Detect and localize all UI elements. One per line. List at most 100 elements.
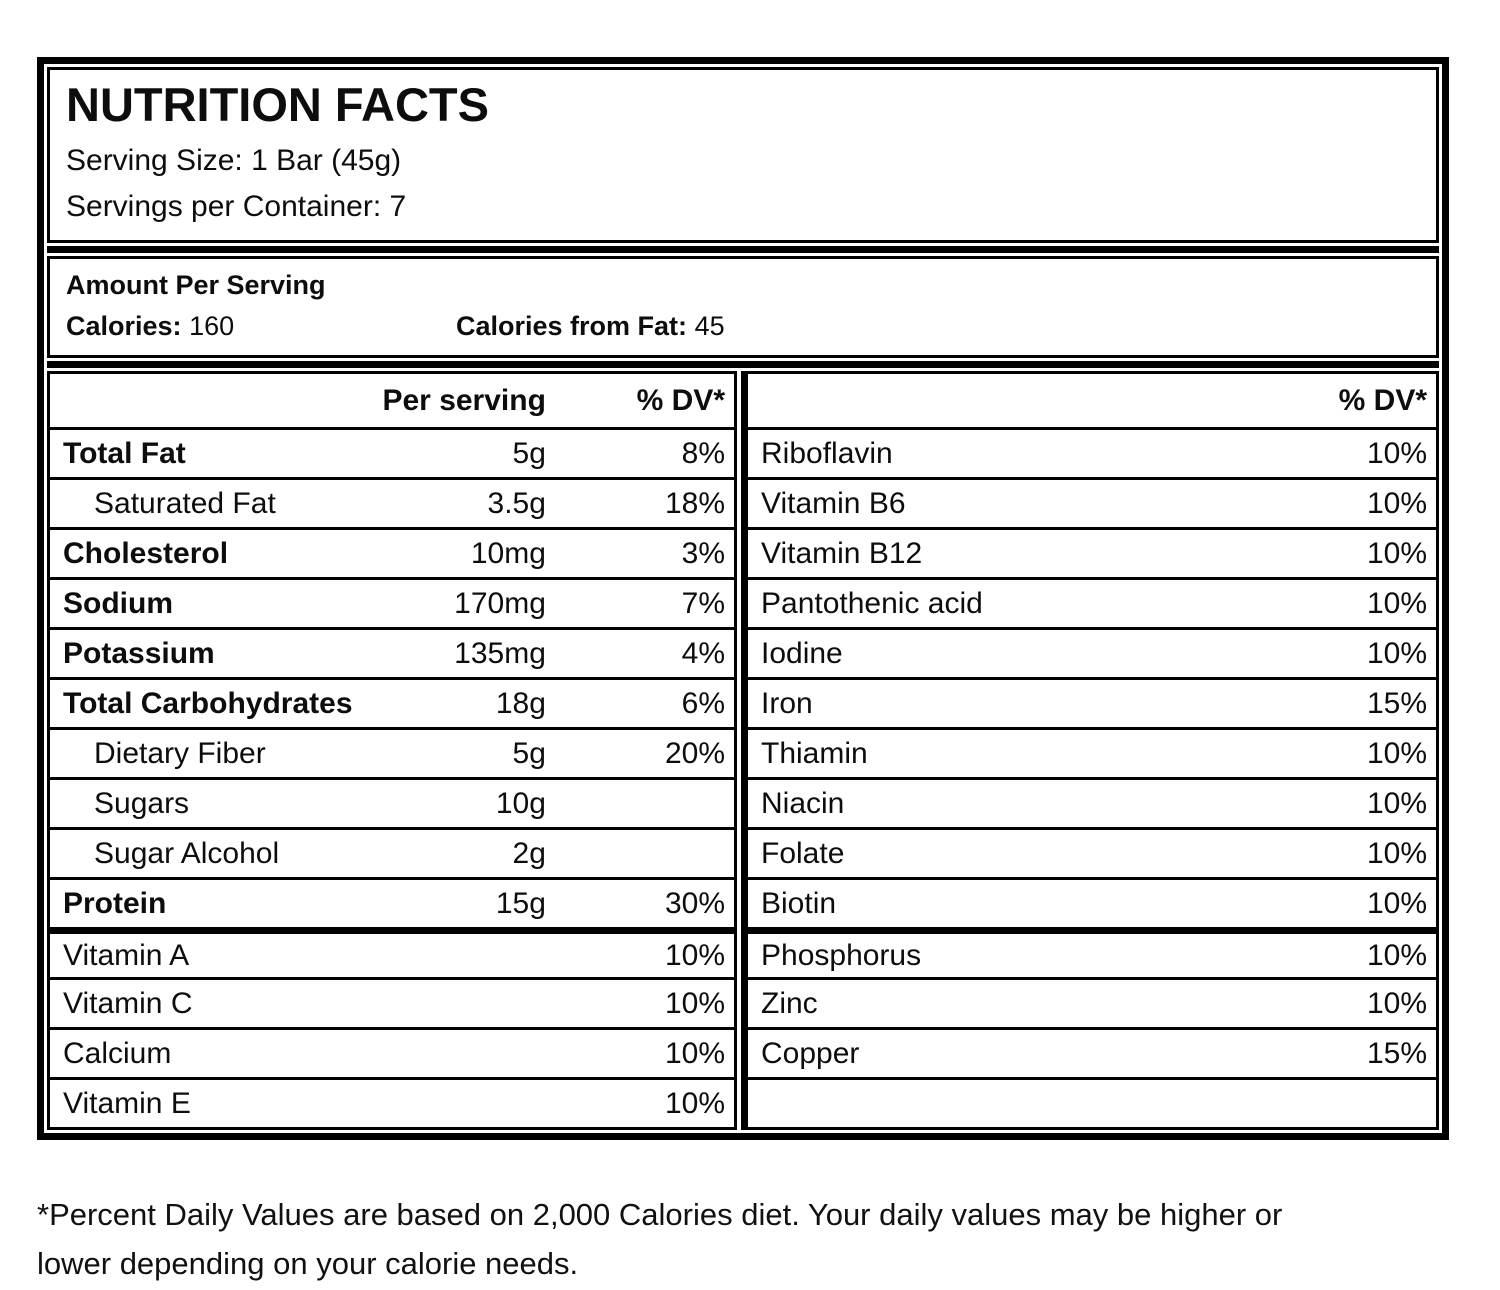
servings-per-container-line: Servings per Container: 7 [66, 190, 407, 224]
nutrient-row: Total Fat 5g 8% [50, 427, 734, 477]
nutrient-label: Pantothenic acid [761, 586, 983, 620]
nutrient-label: Protein [63, 886, 167, 920]
nutrient-row: Pantothenic acid 10% [748, 577, 1436, 627]
nutrient-row: Sodium 170mg 7% [50, 577, 734, 627]
nutrient-row: Potassium 135mg 4% [50, 627, 734, 677]
dv-column-header: % DV* [636, 383, 725, 417]
nutrient-label: Dietary Fiber [94, 736, 266, 770]
nutrient-label: Vitamin E [63, 1086, 191, 1120]
nutrient-row: Vitamin C 10% [50, 977, 734, 1027]
nutrient-row: Calcium 10% [50, 1027, 734, 1077]
nutrient-row: Dietary Fiber 5g 20% [50, 727, 734, 777]
nutrient-label: Vitamin A [63, 938, 190, 972]
nutrient-dv: 10% [1366, 886, 1427, 920]
nutrient-dv: 10% [1366, 736, 1427, 770]
nutrient-dv: 10% [1366, 786, 1427, 820]
nutrient-row: Cholesterol 10mg 3% [50, 527, 734, 577]
nutrient-dv: 3% [681, 536, 725, 570]
nutrient-label: Sodium [63, 586, 173, 620]
macronutrient-table: Per serving % DV* Total Fat 5g 8% Satura… [47, 371, 737, 1131]
nutrient-dv: 15% [1366, 686, 1427, 720]
calories-item: Calories: 160 [66, 305, 456, 347]
empty-row [748, 1077, 1436, 1127]
calories-from-fat-label: Calories from Fat: [456, 311, 688, 342]
nutrient-amount: 3.5g [487, 486, 546, 520]
nutrient-label: Niacin [761, 786, 845, 820]
nutrient-row: Iron 15% [748, 677, 1436, 727]
nutrient-row: Protein 15g 30% [50, 877, 734, 927]
nutrient-dv: 7% [681, 586, 725, 620]
page-title: NUTRITION FACTS [66, 78, 489, 131]
table-header-row: % DV* [748, 374, 1436, 427]
nutrient-label: Total Fat [63, 436, 186, 470]
daily-value-footnote: *Percent Daily Values are based on 2,000… [37, 1190, 1467, 1288]
section-divider [47, 246, 1439, 254]
amount-per-serving-section: Amount Per Serving Calories: 160 Calorie… [47, 256, 1439, 359]
nutrient-amount: 5g [512, 436, 546, 470]
nutrient-label: Folate [761, 836, 845, 870]
nutrient-label: Total Carbohydrates [63, 686, 353, 720]
nutrient-row: Vitamin A 10% [50, 927, 734, 977]
table-header-row: Per serving % DV* [50, 374, 734, 427]
nutrient-label: Thiamin [761, 736, 868, 770]
nutrient-dv: 10% [664, 1036, 725, 1070]
nutrient-row: Vitamin B6 10% [748, 477, 1436, 527]
nutrient-dv: 10% [1366, 436, 1427, 470]
nutrient-label: Zinc [761, 986, 818, 1020]
nutrient-dv: 10% [1366, 486, 1427, 520]
nutrient-dv: 10% [664, 938, 725, 972]
nutrient-row: Niacin 10% [748, 777, 1436, 827]
calories-label: Calories: [66, 311, 182, 342]
nutrient-dv: 18% [664, 486, 725, 520]
nutrient-label: Copper [761, 1036, 860, 1070]
nutrient-row: Sugar Alcohol 2g [50, 827, 734, 877]
serving-size-line: Serving Size: 1 Bar (45g) [66, 144, 402, 178]
nutrient-dv: 10% [1366, 636, 1427, 670]
nutrient-label: Calcium [63, 1036, 172, 1070]
nutrient-row: Biotin 10% [748, 877, 1436, 927]
calories-from-fat-item: Calories from Fat: 45 [456, 305, 725, 347]
nutrient-dv: 10% [664, 1086, 725, 1120]
nutrient-amount: 18g [495, 686, 546, 720]
nutrient-row: Riboflavin 10% [748, 427, 1436, 477]
nutrient-dv: 10% [1366, 536, 1427, 570]
amount-heading: Amount Per Serving [66, 270, 326, 301]
nutrient-label: Riboflavin [761, 436, 893, 470]
nutrient-dv: 20% [664, 736, 725, 770]
label-header: NUTRITION FACTS Serving Size: 1 Bar (45g… [47, 67, 1439, 244]
nutrition-label: NUTRITION FACTS Serving Size: 1 Bar (45g… [37, 57, 1449, 1141]
calories-line: Calories: 160 Calories from Fat: 45 [66, 305, 1420, 347]
nutrient-dv: 4% [681, 636, 725, 670]
nutrient-amount: 15g [495, 886, 546, 920]
nutrient-dv: 10% [1366, 938, 1427, 972]
nutrient-dv: 10% [664, 986, 725, 1020]
nutrient-label: Potassium [63, 636, 215, 670]
nutrient-row: Vitamin B12 10% [748, 527, 1436, 577]
nutrient-label: Vitamin C [63, 986, 193, 1020]
nutrient-label: Vitamin B12 [761, 536, 923, 570]
nutrient-label: Cholesterol [63, 536, 229, 570]
dv-column-header: % DV* [1338, 383, 1427, 417]
nutrient-dv: 15% [1366, 1036, 1427, 1070]
nutrient-label: Saturated Fat [94, 486, 276, 520]
nutrient-amount: 135mg [454, 636, 546, 670]
nutrient-label: Sugar Alcohol [94, 836, 280, 870]
nutrient-row: Folate 10% [748, 827, 1436, 877]
nutrient-amount: 5g [512, 736, 546, 770]
nutrient-row: Total Carbohydrates 18g 6% [50, 677, 734, 727]
nutrient-amount: 170mg [454, 586, 546, 620]
nutrient-label: Iron [761, 686, 813, 720]
nutrient-dv: 10% [1366, 586, 1427, 620]
nutrient-dv: 30% [664, 886, 725, 920]
nutrient-label: Biotin [761, 886, 837, 920]
calories-value: 160 [189, 311, 235, 342]
nutrient-amount: 10mg [470, 536, 546, 570]
footnote-line-2: lower depending on your calorie needs. [37, 1246, 579, 1281]
nutrient-row: Thiamin 10% [748, 727, 1436, 777]
calories-from-fat-value: 45 [694, 311, 725, 342]
nutrient-label: Vitamin B6 [761, 486, 906, 520]
nutrient-dv: 10% [1366, 836, 1427, 870]
micronutrient-table: % DV* Riboflavin 10% Vitamin B6 10% Vita… [741, 371, 1439, 1131]
nutrient-row: Iodine 10% [748, 627, 1436, 677]
nutrient-label: Sugars [94, 786, 190, 820]
